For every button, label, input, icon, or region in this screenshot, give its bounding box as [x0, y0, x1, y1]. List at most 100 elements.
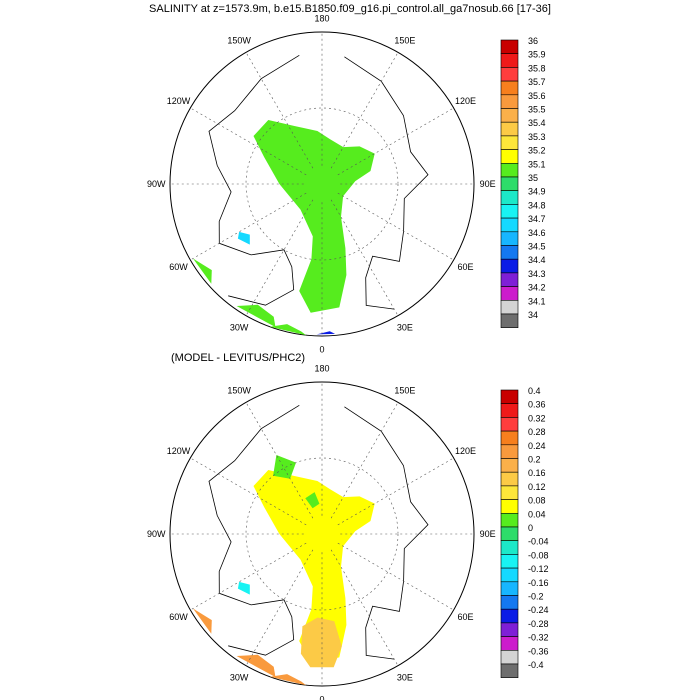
colorbar-swatch — [500, 135, 519, 150]
colorbar-tick-label: -0.28 — [528, 619, 549, 629]
colorbar-swatch — [500, 499, 519, 514]
colorbar-tick-label: 0.08 — [528, 496, 546, 506]
chart-subtitle: (MODEL - LEVITUS/PHC2) — [171, 352, 306, 364]
chart-title: SALINITY at z=1573.9m, b.e15.B1850.f09_g… — [149, 3, 551, 15]
colorbar-swatch — [500, 403, 519, 418]
colorbar-tick-label: 0.12 — [528, 482, 546, 492]
colorbar-tick-label: 34.8 — [528, 200, 546, 210]
colorbar-tick-label: 34.4 — [528, 255, 546, 265]
colorbar-tick-label: 34.7 — [528, 214, 546, 224]
colorbar-tick-label: 0.2 — [528, 455, 541, 465]
polar-map-2: 180 150E 120E 90E 60E 30E 0 30W 60W 90W 120W 150W 0.… — [147, 363, 548, 700]
meridian-line — [337, 107, 454, 176]
salinity-region — [236, 654, 276, 678]
colorbar-swatch — [500, 649, 519, 665]
longitude-label: 90W — [147, 179, 166, 189]
colorbar-tick-label: 34.1 — [528, 296, 546, 306]
longitude-label: 30W — [230, 672, 249, 682]
salinity-region — [236, 304, 276, 328]
meridian-line — [245, 549, 314, 666]
colorbar-swatch — [500, 313, 519, 328]
longitude-label: 30E — [397, 322, 413, 332]
longitude-label: 150E — [394, 36, 415, 46]
colorbar-tick-label: 35.1 — [528, 159, 546, 169]
colorbar-swatch — [500, 39, 519, 54]
longitude-label: 0 — [319, 345, 324, 355]
meridian-line — [337, 542, 454, 611]
colorbar-tick-label: 35.2 — [528, 146, 546, 156]
colorbar-tick-label: 34.2 — [528, 283, 546, 293]
colorbar-swatch — [500, 485, 519, 500]
colorbar-swatch — [500, 471, 519, 487]
colorbar-swatch — [500, 67, 519, 82]
colorbar-swatch — [500, 108, 519, 123]
meridian-line — [190, 107, 307, 176]
coastline — [208, 404, 300, 656]
colorbar-swatch — [500, 94, 519, 109]
salinity-region — [273, 455, 296, 479]
colorbar-swatch — [500, 299, 519, 315]
colorbar-swatch — [500, 608, 519, 624]
longitude-label: 180 — [314, 13, 329, 23]
colorbar-swatch — [500, 245, 519, 260]
salinity-region — [316, 331, 336, 335]
meridian-line — [190, 457, 307, 526]
colorbar-tick-label: 0.04 — [528, 509, 546, 519]
colorbar-tick-label: 35.9 — [528, 50, 546, 60]
longitude-label: 60W — [169, 262, 188, 272]
salinity-region — [237, 581, 250, 595]
longitude-label: 60W — [169, 612, 188, 622]
meridian-line — [330, 52, 399, 169]
colorbar-swatch — [500, 204, 519, 219]
colorbar-tick-label: 34.9 — [528, 187, 546, 197]
meridian-line — [245, 52, 314, 169]
meridian-line — [245, 402, 314, 519]
salinity-region — [253, 470, 375, 663]
colorbar-tick-label: 0 — [528, 523, 533, 533]
colorbar-tick-label: 35.6 — [528, 91, 546, 101]
colorbar-tick-label: 35.3 — [528, 132, 546, 142]
colorbar-swatch — [500, 258, 519, 274]
colorbar-swatch — [500, 53, 519, 68]
colorbar-swatch — [500, 149, 519, 164]
latitude-circle — [245, 107, 399, 261]
salinity-region — [193, 608, 212, 634]
longitude-label: 30W — [230, 322, 249, 332]
colorbar: 36 35.9 35.8 35.7 35.6 35.5 35.4 35.3 35.2 35.1 35… — [500, 36, 546, 328]
colorbar-tick-label: -0.2 — [528, 592, 544, 602]
colorbar-tick-label: 34 — [528, 310, 538, 320]
colorbar-tick-label: 34.6 — [528, 228, 546, 238]
longitude-label: 60E — [457, 612, 473, 622]
colorbar-tick-label: 0.28 — [528, 427, 546, 437]
colorbar-tick-label: 35 — [528, 173, 538, 183]
colorbar-swatch — [500, 540, 519, 555]
salinity-region — [253, 120, 375, 313]
meridian-line — [330, 199, 399, 316]
colorbar-swatch — [500, 567, 519, 583]
colorbar-swatch — [500, 389, 519, 404]
colorbar-tick-label: -0.04 — [528, 537, 549, 547]
longitude-label: 150E — [394, 386, 415, 396]
colorbar-tick-label: 0.36 — [528, 400, 546, 410]
colorbar-swatch — [500, 444, 519, 459]
meridian-line — [190, 192, 307, 261]
longitude-label: 120E — [455, 96, 476, 106]
colorbar-swatch — [500, 231, 519, 246]
colorbar-swatch — [500, 595, 519, 610]
longitude-label: 60E — [457, 262, 473, 272]
meridian-line — [245, 199, 314, 316]
longitude-label: 120W — [167, 446, 191, 456]
colorbar-tick-label: -0.16 — [528, 578, 549, 588]
coastline — [344, 56, 429, 310]
meridian-line — [337, 192, 454, 261]
polar-map-1: 180 150E 120E 90E 60E 30E 0 30W 60W 90W 120W 150W 36… — [147, 13, 545, 354]
longitude-label: 0 — [319, 695, 324, 700]
colorbar-tick-label: 0.4 — [528, 386, 541, 396]
longitude-label: 90E — [480, 179, 496, 189]
longitude-label: 150W — [227, 36, 251, 46]
longitude-label: 180 — [314, 363, 329, 373]
salinity-region — [305, 492, 320, 509]
colorbar-swatch — [500, 636, 519, 651]
colorbar-tick-label: -0.36 — [528, 646, 549, 656]
